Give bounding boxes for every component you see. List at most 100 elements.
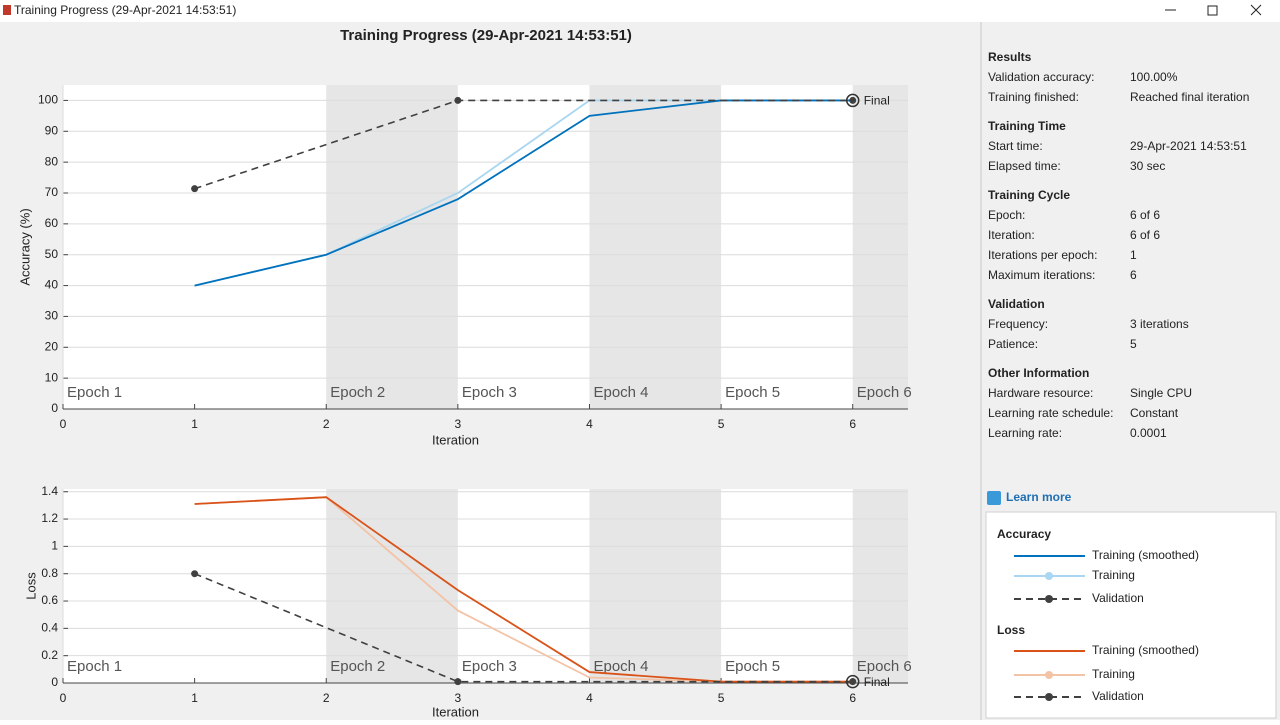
y-tick-label: 1 — [51, 539, 58, 553]
plot-area — [63, 489, 908, 683]
info-key: Training finished: — [988, 90, 1079, 104]
y-axis-label: Loss — [23, 572, 38, 600]
validation-marker — [191, 185, 199, 193]
epoch-label: Epoch 4 — [593, 658, 648, 675]
legend-label: Validation — [1092, 689, 1144, 703]
y-tick-label: 20 — [45, 339, 59, 353]
x-axis-label: Iteration — [432, 432, 479, 447]
info-value: 100.00% — [1130, 70, 1178, 84]
info-key: Learning rate schedule: — [988, 406, 1113, 420]
y-tick-label: 90 — [45, 123, 59, 137]
info-heading: Training Cycle — [988, 188, 1070, 202]
info-key: Epoch: — [988, 208, 1025, 222]
info-heading: Results — [988, 50, 1032, 64]
x-tick-label: 1 — [191, 417, 198, 431]
epoch-band — [852, 85, 908, 409]
x-tick-label: 2 — [323, 691, 330, 705]
x-tick-label: 2 — [323, 417, 330, 431]
legend-label: Training (smoothed) — [1092, 643, 1199, 657]
y-tick-label: 0.8 — [41, 566, 58, 580]
y-tick-label: 0 — [51, 401, 58, 415]
info-value: 5 — [1130, 337, 1137, 351]
info-key: Elapsed time: — [988, 159, 1061, 173]
legend-label: Training — [1092, 667, 1135, 681]
x-tick-label: 0 — [60, 691, 67, 705]
close-button[interactable] — [1250, 4, 1262, 16]
epoch-label: Epoch 6 — [857, 658, 912, 675]
info-heading: Other Information — [988, 366, 1089, 380]
info-value: 0.0001 — [1130, 426, 1167, 440]
legend-marker — [1045, 671, 1053, 679]
epoch-label: Epoch 2 — [330, 658, 385, 675]
info-value: 6 of 6 — [1130, 228, 1160, 242]
info-key: Frequency: — [988, 317, 1048, 331]
y-tick-label: 1.4 — [41, 484, 58, 498]
epoch-band — [326, 85, 458, 409]
restore-button[interactable] — [1207, 5, 1218, 16]
y-tick-label: 60 — [45, 216, 59, 230]
epoch-label: Epoch 1 — [67, 384, 122, 401]
y-tick-label: 30 — [45, 309, 59, 323]
y-tick-label: 100 — [38, 93, 58, 107]
title-bar — [0, 0, 1280, 22]
epoch-band — [589, 85, 722, 409]
info-value: Reached final iteration — [1130, 90, 1249, 104]
legend-label: Validation — [1092, 591, 1144, 605]
info-key: Start time: — [988, 139, 1043, 153]
epoch-label: Epoch 3 — [462, 384, 517, 401]
info-key: Iteration: — [988, 228, 1035, 242]
validation-marker — [454, 678, 462, 686]
x-tick-label: 3 — [455, 691, 462, 705]
info-heading: Training Time — [988, 119, 1066, 133]
y-tick-label: 80 — [45, 154, 59, 168]
epoch-label: Epoch 5 — [725, 384, 780, 401]
info-value: 3 iterations — [1130, 317, 1189, 331]
epoch-band — [589, 489, 722, 683]
info-value: Single CPU — [1130, 386, 1192, 400]
epoch-label: Epoch 2 — [330, 384, 385, 401]
legend-marker — [1045, 572, 1053, 580]
learn-more-link[interactable]: Learn more — [1006, 490, 1072, 504]
final-label: Final — [864, 94, 890, 108]
validation-marker — [454, 96, 462, 104]
info-icon — [987, 491, 1001, 505]
legend-heading: Accuracy — [997, 527, 1051, 541]
y-tick-label: 50 — [45, 247, 59, 261]
x-tick-label: 6 — [849, 691, 856, 705]
y-tick-label: 0.6 — [41, 593, 58, 607]
final-marker — [845, 93, 860, 108]
y-tick-label: 0 — [51, 675, 58, 689]
epoch-band — [326, 489, 458, 683]
final-label: Final — [864, 675, 890, 689]
validation-marker — [849, 678, 857, 686]
info-value: 1 — [1130, 248, 1137, 262]
y-tick-label: 1.2 — [41, 511, 58, 525]
info-key: Hardware resource: — [988, 386, 1093, 400]
info-key: Learning rate: — [988, 426, 1062, 440]
x-tick-label: 5 — [718, 691, 725, 705]
y-axis-label: Accuracy (%) — [17, 208, 32, 285]
y-tick-label: 40 — [45, 278, 59, 292]
info-value: 29-Apr-2021 14:53:51 — [1130, 139, 1247, 153]
final-marker — [845, 674, 860, 689]
info-heading: Validation — [988, 297, 1045, 311]
info-value: 30 sec — [1130, 159, 1165, 173]
series-line — [194, 99, 853, 287]
epoch-label: Epoch 3 — [462, 658, 517, 675]
x-tick-label: 4 — [586, 691, 593, 705]
x-tick-label: 3 — [455, 417, 462, 431]
epoch-label: Epoch 5 — [725, 658, 780, 675]
info-key: Patience: — [988, 337, 1038, 351]
info-key: Iterations per epoch: — [988, 248, 1097, 262]
legend-label: Training — [1092, 568, 1135, 582]
epoch-label: Epoch 1 — [67, 658, 122, 675]
x-tick-label: 5 — [718, 417, 725, 431]
x-tick-label: 0 — [60, 417, 67, 431]
info-value: 6 of 6 — [1130, 208, 1160, 222]
validation-marker — [191, 570, 199, 578]
x-tick-label: 1 — [191, 691, 198, 705]
app-icon — [3, 5, 11, 15]
epoch-label: Epoch 6 — [857, 384, 912, 401]
plot-area — [63, 85, 908, 409]
